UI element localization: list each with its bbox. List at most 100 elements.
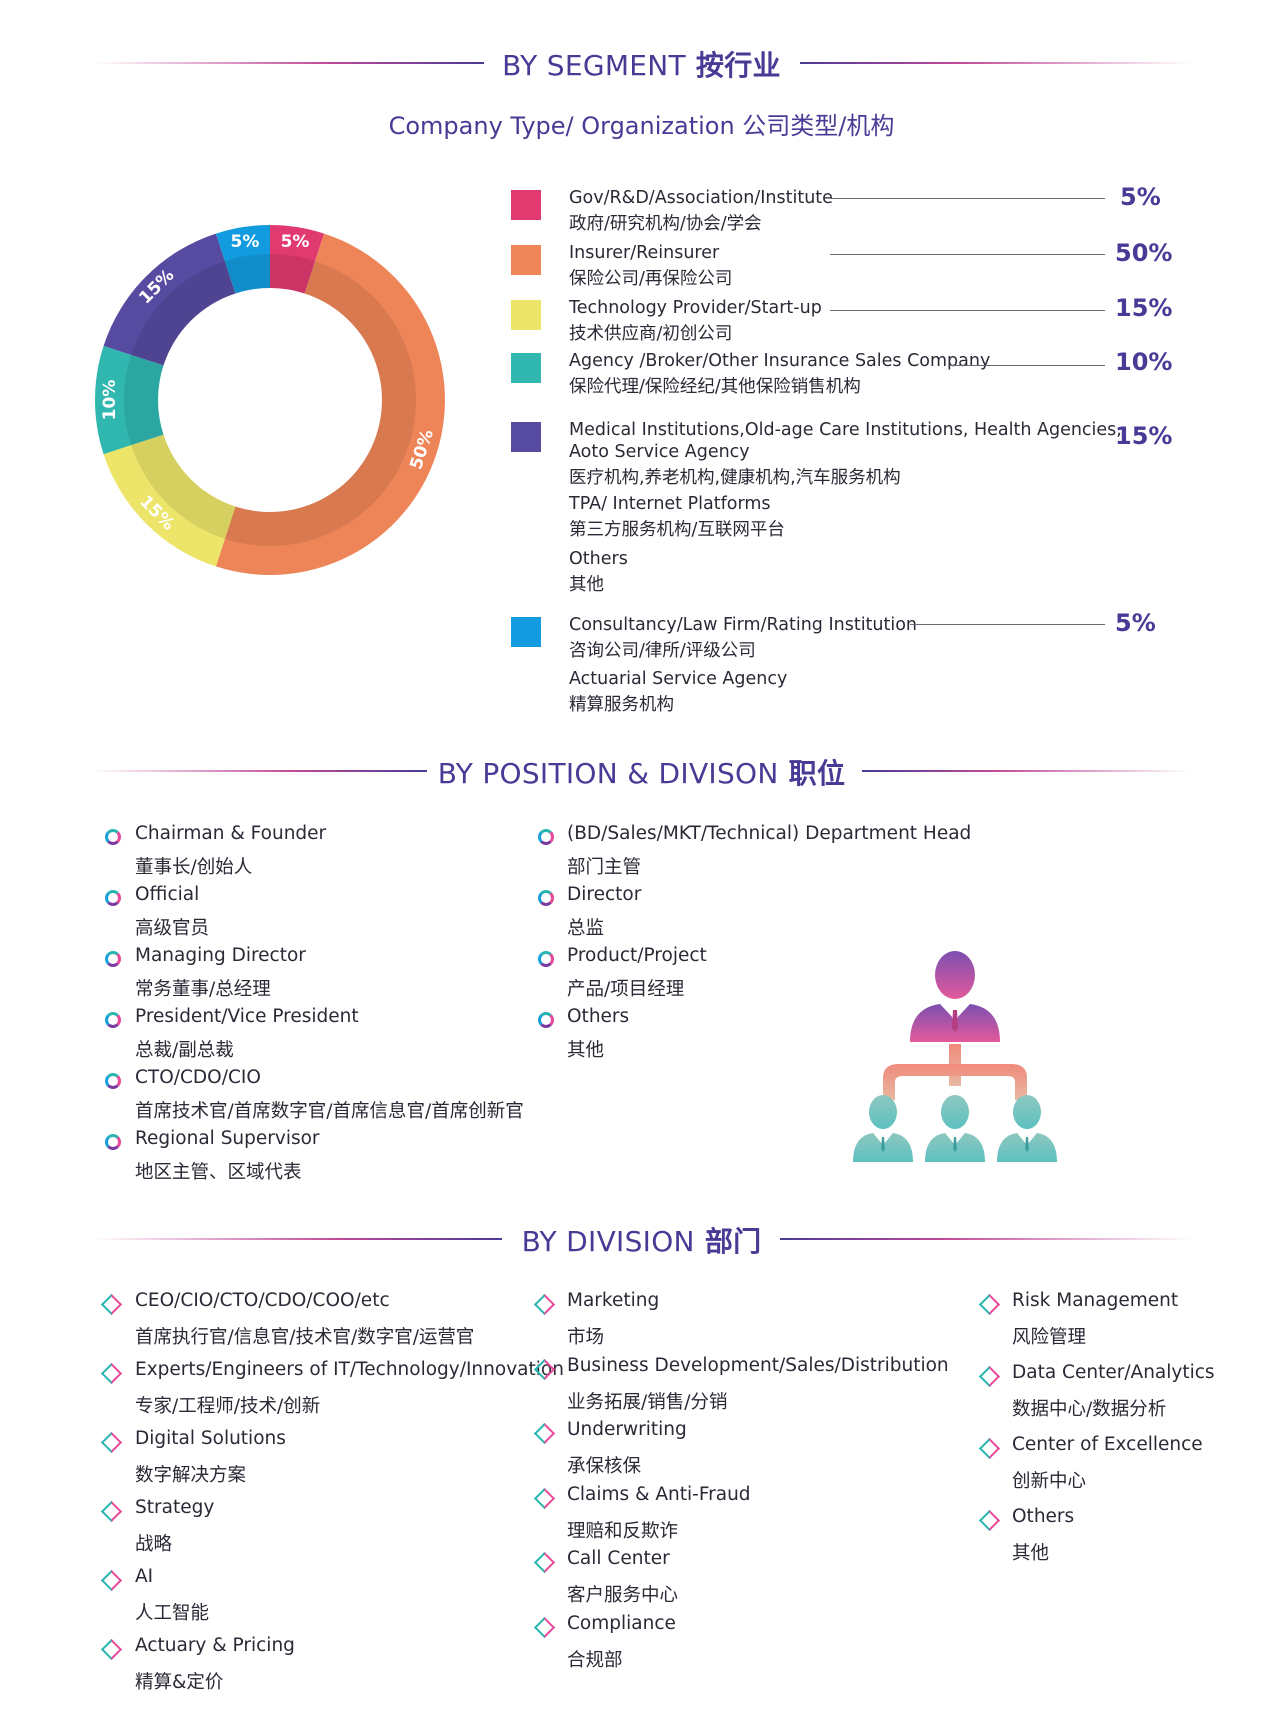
legend-leader-line: [830, 198, 1105, 199]
donut-slice: [270, 225, 325, 294]
division-item-en: Center of Excellence: [1012, 1434, 1203, 1455]
division-item-en: Marketing: [567, 1290, 660, 1311]
legend-label-cn: 医疗机构,养老机构,健康机构,汽车服务机构: [569, 468, 901, 488]
donut-slice: [103, 233, 236, 366]
legend-percentage: 5%: [1115, 609, 1156, 637]
legend-label-cn: 保险公司/再保险公司: [569, 269, 733, 289]
section-rule-right: [780, 1238, 1192, 1240]
ring-bullet-icon: [538, 829, 554, 845]
division-item-en: Experts/Engineers of IT/Technology/Innov…: [135, 1359, 564, 1380]
division-item-cn: 业务拓展/销售/分销: [567, 1391, 728, 1413]
legend-swatch: [511, 617, 541, 647]
ring-bullet-icon: [105, 951, 121, 967]
donut-slice-shade: [123, 354, 164, 446]
division-item-cn: 其他: [1012, 1543, 1050, 1564]
segment-title-cn: 按行业: [695, 49, 781, 82]
legend-label-cn: 咨询公司/律所/评级公司: [569, 641, 756, 661]
diamond-bullet-icon: [978, 1509, 1001, 1532]
division-item-cn: 首席执行官/信息官/技术官/数字官/运营官: [135, 1327, 475, 1348]
legend-swatch: [511, 300, 541, 330]
donut-slice-shade: [224, 261, 416, 546]
legend-label-en: Insurer/Reinsurer: [569, 243, 720, 263]
legend-label-en: Agency /Broker/Other Insurance Sales Com…: [569, 351, 991, 371]
division-item-cn: 承保核保: [567, 1456, 642, 1477]
division-item-cn: 精算&定价: [135, 1672, 224, 1693]
position-item-cn: 其他: [567, 1040, 605, 1061]
legend-leader-line: [830, 310, 1105, 311]
position-item-cn: 首席技术官/首席数字官/首席信息官/首席创新官: [135, 1101, 524, 1122]
division-item-en: Strategy: [135, 1497, 215, 1518]
legend-swatch: [511, 353, 541, 383]
division-item-en: Underwriting: [567, 1419, 687, 1440]
legend-label-en: Medical Institutions,Old-age Care Instit…: [569, 420, 1122, 440]
diamond-bullet-icon: [100, 1431, 123, 1454]
division-item-en: Call Center: [567, 1548, 670, 1569]
legend-sub-label-cn: 其他: [569, 575, 604, 595]
ring-bullet-icon: [538, 951, 554, 967]
position-item-cn: 常务董事/总经理: [135, 979, 271, 1000]
donut-slice: [95, 345, 164, 455]
position-item-cn: 总监: [567, 918, 605, 939]
division-item-cn: 战略: [135, 1534, 173, 1555]
position-item-en: President/Vice President: [135, 1006, 359, 1027]
section-rule-left: [92, 770, 427, 772]
org-chart-icon: [853, 951, 1057, 1162]
segment-title-en: BY SEGMENT: [502, 49, 686, 82]
position-item-en: Managing Director: [135, 945, 306, 966]
division-title-en: BY DIVISION: [521, 1225, 695, 1258]
position-item-en: Product/Project: [567, 945, 707, 966]
position-item-cn: 总裁/副总裁: [135, 1040, 234, 1061]
diamond-bullet-icon: [978, 1437, 1001, 1460]
legend-percentage: 15%: [1115, 294, 1173, 322]
legend-swatch: [511, 190, 541, 220]
diamond-bullet-icon: [533, 1551, 556, 1574]
diamond-bullet-icon: [100, 1362, 123, 1385]
diamond-bullet-icon: [978, 1365, 1001, 1388]
position-item-cn: 部门主管: [567, 857, 642, 878]
legend-percentage: 50%: [1115, 239, 1173, 267]
division-item-en: Claims & Anti-Fraud: [567, 1483, 751, 1505]
legend-swatch: [511, 422, 541, 452]
division-item-cn: 客户服务中心: [567, 1585, 679, 1606]
section-rule-left: [92, 1238, 502, 1240]
division-item-en: CEO/CIO/CTO/CDO/COO/etc: [135, 1290, 390, 1311]
position-title-cn: 职位: [788, 757, 846, 790]
legend-sub-label-en: TPA/ Internet Platforms: [569, 494, 771, 514]
legend-leader-line: [830, 254, 1105, 255]
position-title-en: BY POSITION & DIVISON: [437, 757, 779, 790]
legend-label-cn: 政府/研究机构/协会/学会: [569, 214, 762, 234]
ring-bullet-icon: [105, 1134, 121, 1150]
division-item-en: Others: [1012, 1506, 1075, 1527]
position-item-en: (BD/Sales/MKT/Technical) Department Head: [567, 823, 972, 844]
division-title: BY DIVISION 部门: [0, 1220, 1283, 1260]
section-rule-right: [862, 770, 1192, 772]
diamond-bullet-icon: [533, 1616, 556, 1638]
donut-slice: [215, 225, 270, 294]
legend-label-en: Gov/R&D/Association/Institute: [569, 188, 833, 208]
position-item-en: Official: [135, 884, 200, 905]
division-item-en: Business Development/Sales/Distribution: [567, 1354, 949, 1376]
position-item-en: Chairman & Founder: [135, 823, 327, 844]
division-item-cn: 人工智能: [135, 1603, 210, 1624]
division-item-en: Risk Management: [1012, 1290, 1179, 1311]
ring-bullet-icon: [538, 890, 554, 906]
section-rule-right: [800, 62, 1192, 64]
diamond-bullet-icon: [100, 1293, 123, 1316]
donut-slice: [103, 434, 236, 567]
division-item-en: Compliance: [567, 1612, 676, 1634]
legend-leader-line: [910, 624, 1105, 625]
position-item-en: CTO/CDO/CIO: [135, 1067, 261, 1088]
legend-label-en: Aoto Service Agency: [569, 442, 750, 462]
ring-bullet-icon: [538, 1012, 554, 1028]
position-item-cn: 产品/项目经理: [567, 979, 685, 1000]
division-item-en: AI: [135, 1566, 154, 1587]
legend-percentage: 5%: [1120, 183, 1161, 211]
division-item-cn: 合规部: [567, 1649, 623, 1671]
diamond-bullet-icon: [100, 1569, 123, 1592]
division-item-cn: 风险管理: [1012, 1327, 1087, 1348]
diamond-bullet-icon: [100, 1500, 123, 1523]
division-title-cn: 部门: [704, 1225, 762, 1258]
position-item-en: Regional Supervisor: [135, 1128, 320, 1149]
position-item-cn: 高级官员: [135, 918, 210, 939]
division-item-en: Digital Solutions: [135, 1428, 286, 1449]
